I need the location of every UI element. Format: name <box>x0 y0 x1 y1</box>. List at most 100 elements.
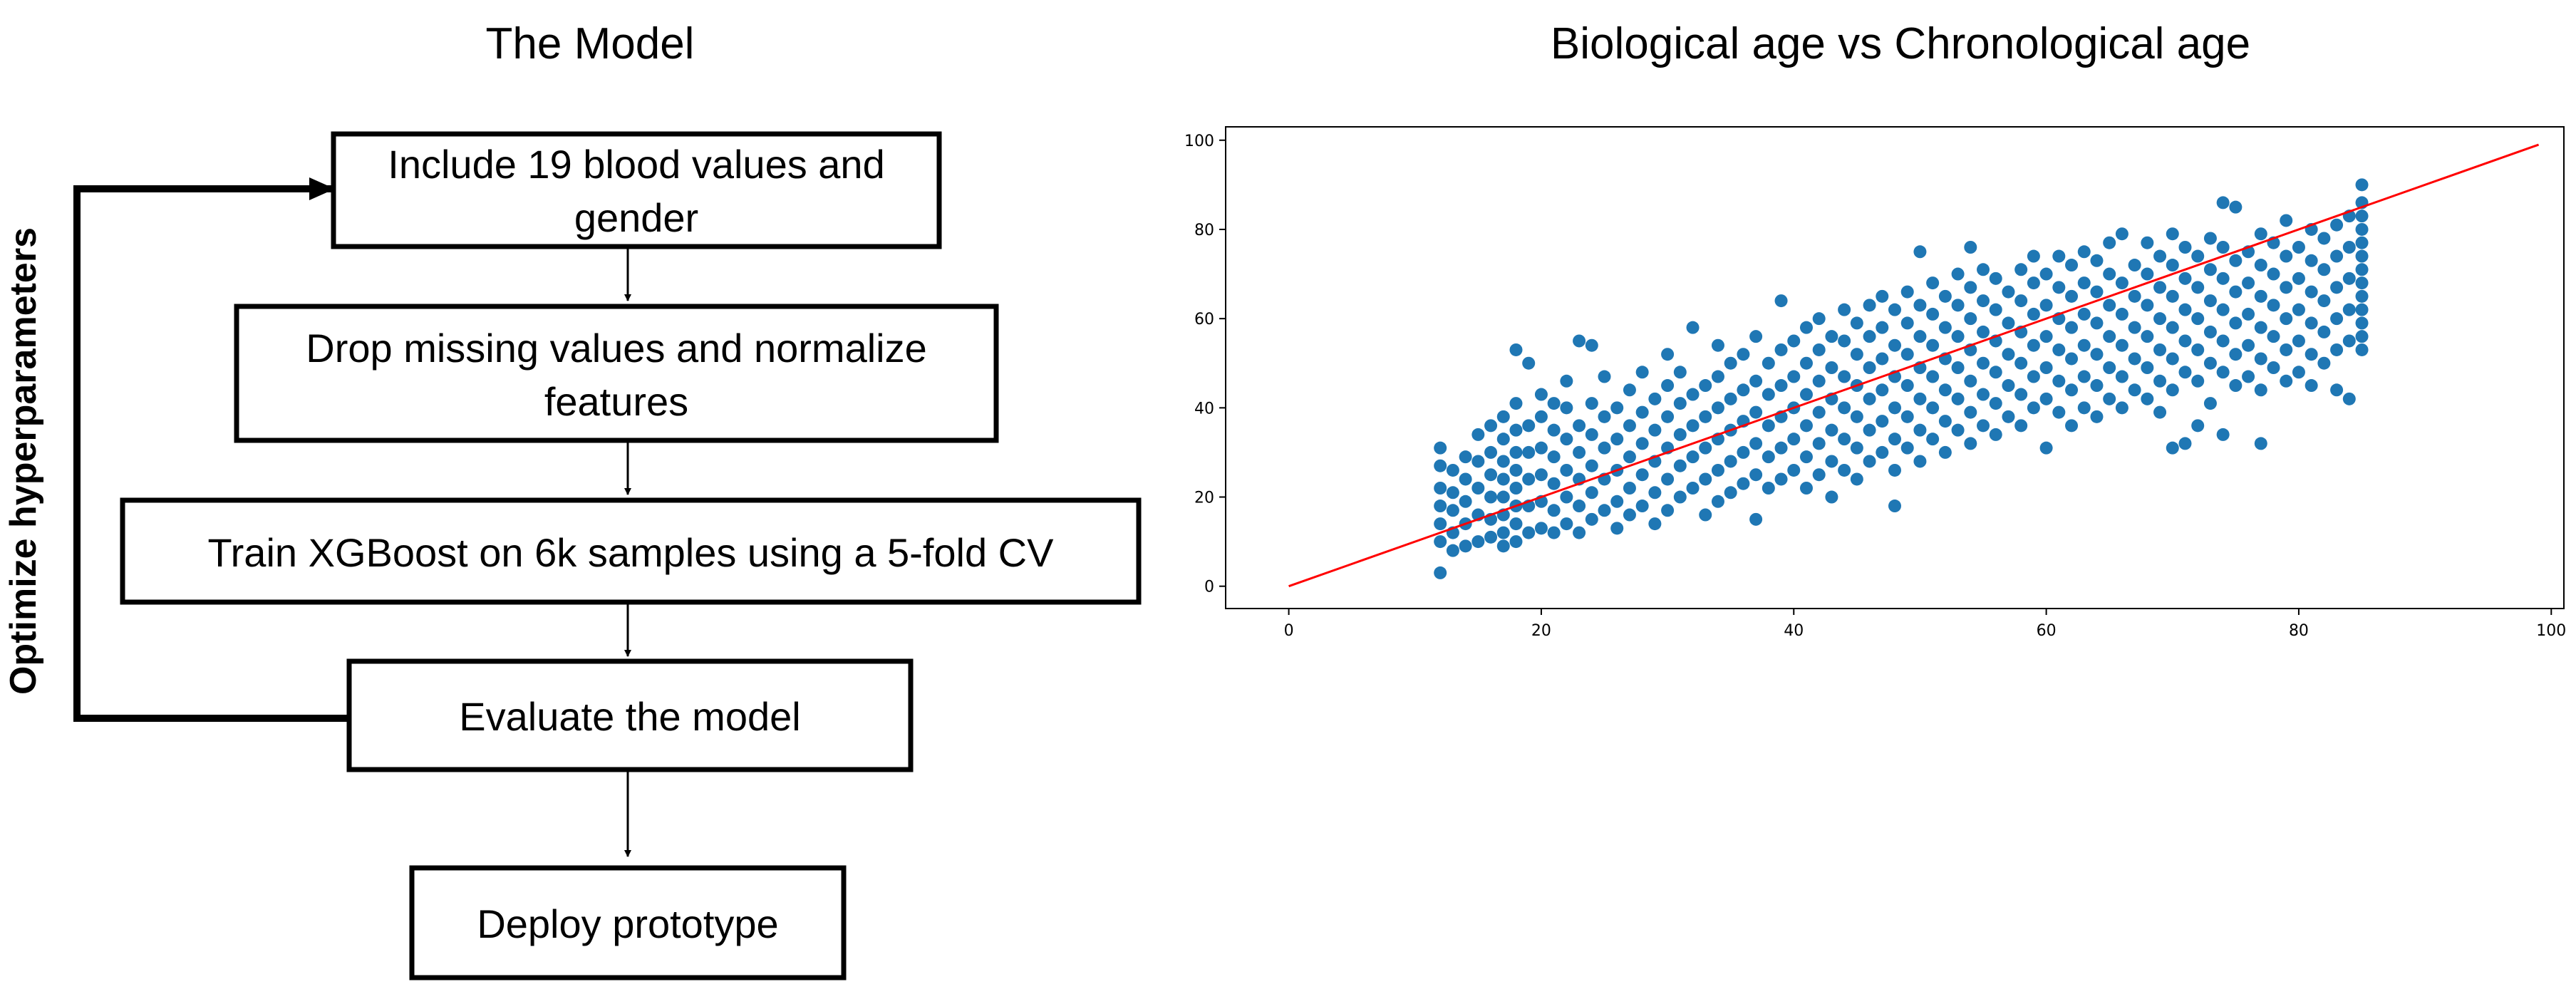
step-train-xgboost-label: Train XGBoost on 6k samples using a 5-fo… <box>208 530 1055 575</box>
data-point <box>1989 397 2002 410</box>
data-point <box>2355 263 2369 276</box>
data-point <box>1926 276 1940 290</box>
data-point <box>1737 348 1750 361</box>
data-point <box>2203 232 2217 245</box>
data-point <box>1585 486 1598 500</box>
data-point <box>1812 343 1826 356</box>
data-point <box>1850 316 1863 330</box>
data-point <box>2052 343 2066 356</box>
step-drop-missing-values-line2: features <box>544 379 688 424</box>
data-point <box>1547 504 1561 517</box>
data-point <box>2305 348 2318 361</box>
step-deploy-prototype-box <box>409 865 847 980</box>
data-point <box>1560 433 1573 446</box>
data-point <box>1522 526 1536 539</box>
data-point <box>2039 361 2053 374</box>
data-point <box>2027 307 2040 321</box>
data-point <box>2216 334 2230 348</box>
data-point <box>1724 356 1737 370</box>
data-point <box>2355 316 2369 330</box>
data-point <box>1977 325 1990 338</box>
data-point <box>1459 539 1472 553</box>
data-point <box>1610 522 1624 535</box>
data-point <box>1888 463 1901 477</box>
data-point <box>2014 294 2028 308</box>
data-point <box>1951 361 1965 374</box>
data-point <box>2115 227 2128 241</box>
data-point <box>2191 419 2205 433</box>
data-point <box>2090 410 2104 423</box>
data-point <box>1434 566 1447 579</box>
data-point <box>1434 459 1447 472</box>
data-point <box>2330 281 2344 294</box>
data-point <box>1434 535 1447 549</box>
data-point <box>1434 500 1447 513</box>
data-point <box>2077 338 2091 352</box>
data-point <box>1989 428 2002 441</box>
data-point <box>1496 410 1510 423</box>
data-point <box>1787 433 1801 446</box>
data-point <box>2292 366 2305 379</box>
data-point <box>1673 397 1687 410</box>
data-point <box>1446 504 1459 517</box>
data-point <box>1509 343 1523 356</box>
data-point <box>2052 249 2066 263</box>
data-point <box>1661 410 1675 423</box>
data-point <box>1724 392 1737 405</box>
data-point <box>1749 330 1763 343</box>
data-point <box>2355 289 2369 303</box>
data-point <box>2153 249 2167 263</box>
data-point <box>2141 267 2154 281</box>
data-point <box>2002 348 2015 361</box>
data-point <box>1635 437 1649 450</box>
data-point <box>1812 405 1826 419</box>
data-point <box>1699 410 1712 423</box>
data-point <box>2355 222 2369 236</box>
data-point <box>1900 348 1914 361</box>
data-point <box>1661 379 1675 393</box>
data-point <box>1863 423 1876 437</box>
data-point <box>1686 482 1700 495</box>
data-point <box>1938 445 1952 459</box>
data-point <box>2267 299 2280 312</box>
data-point <box>2077 401 2091 415</box>
data-point <box>2103 267 2116 281</box>
data-point <box>2216 428 2230 441</box>
data-point <box>1673 459 1687 472</box>
data-point <box>1863 299 1876 312</box>
data-point <box>1585 397 1598 410</box>
data-point <box>2178 271 2192 285</box>
data-point <box>1876 445 1889 459</box>
data-point <box>1547 477 1561 490</box>
data-point <box>2014 388 2028 401</box>
data-point <box>1446 544 1459 557</box>
data-point <box>1547 397 1561 410</box>
data-point <box>2254 321 2267 334</box>
data-point <box>1598 504 1611 517</box>
data-point <box>2065 289 2079 303</box>
data-point <box>1762 450 1775 464</box>
data-point <box>1774 441 1788 455</box>
data-point <box>1913 299 1927 312</box>
data-point <box>1799 321 1813 334</box>
data-point <box>1459 472 1472 486</box>
data-point <box>1509 445 1523 459</box>
data-point <box>1926 401 1940 415</box>
data-point <box>2355 209 2369 223</box>
identity-reference-line <box>1288 143 2540 588</box>
plot-area-frame <box>1225 126 2565 609</box>
data-point <box>1484 530 1498 544</box>
data-point <box>1560 490 1573 504</box>
x-tick-label: 60 <box>2037 622 2057 640</box>
data-point <box>1825 423 1838 437</box>
data-point <box>2027 401 2040 415</box>
data-point <box>1496 539 1510 553</box>
data-point <box>1888 433 1901 446</box>
step-include-blood-values-line1: Include 19 blood values and <box>388 142 884 187</box>
data-point <box>2216 366 2230 379</box>
step-train-xgboost-box <box>120 497 1142 605</box>
data-point <box>1699 441 1712 455</box>
data-point <box>1863 361 1876 374</box>
data-point <box>2317 263 2331 276</box>
data-point <box>1484 445 1498 459</box>
